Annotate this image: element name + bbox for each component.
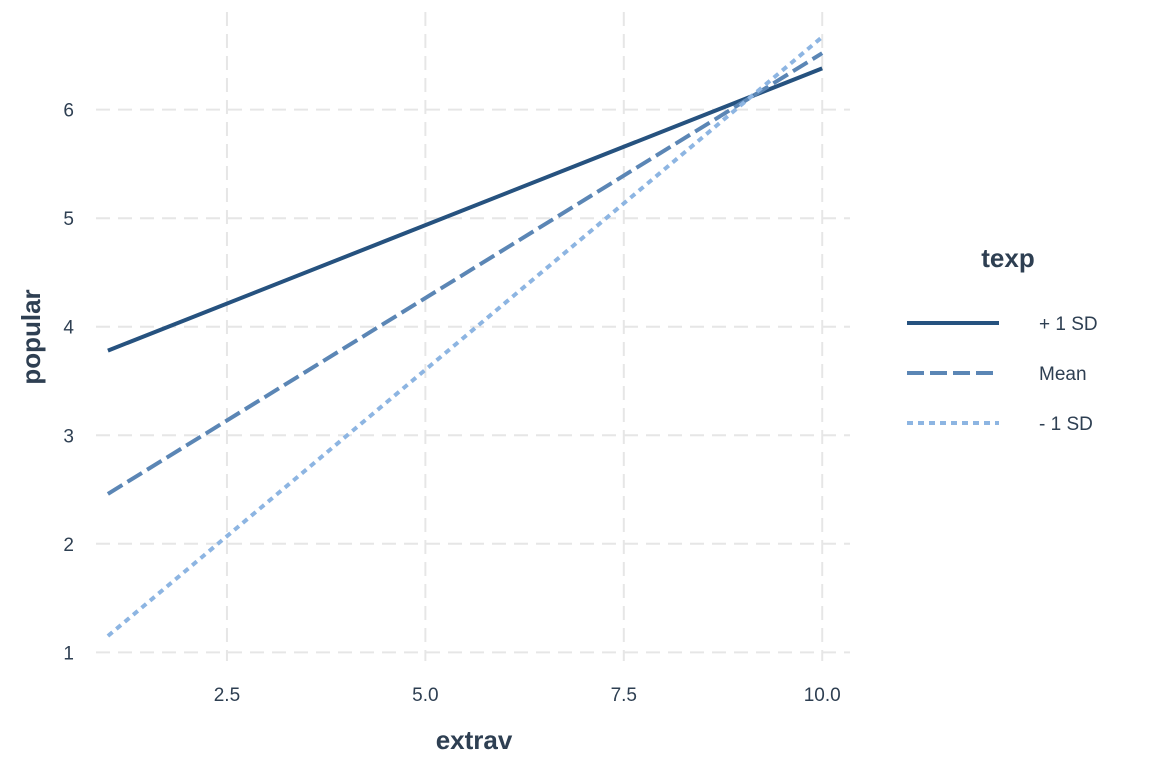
series-line-3 (106, 35, 824, 638)
y-tick-label: 5 (63, 209, 74, 230)
x-tick-label: 5.0 (412, 685, 438, 706)
legend-items: + 1 SD Mean - 1 SD (907, 314, 1098, 435)
grid (96, 12, 850, 661)
tick-labels: 1 2 3 4 5 6 2.5 5.0 7.5 10.0 (63, 101, 840, 706)
legend-label-3: - 1 SD (1039, 414, 1093, 435)
legend: texp + 1 SD Mean - 1 SD (907, 243, 1098, 435)
x-tick-label: 10.0 (804, 685, 841, 706)
x-axis-title: extrav (436, 725, 513, 755)
y-axis-title: popular (16, 289, 46, 384)
x-tick-label: 2.5 (214, 685, 240, 706)
legend-title: texp (981, 243, 1034, 273)
series-line-1 (107, 66, 823, 353)
y-tick-label: 1 (63, 643, 74, 664)
plot-lines (106, 35, 824, 638)
y-tick-label: 2 (63, 535, 74, 556)
x-tick-label: 7.5 (611, 685, 637, 706)
y-tick-label: 3 (63, 426, 74, 447)
y-tick-label: 4 (63, 318, 74, 339)
legend-label-2: Mean (1039, 364, 1087, 385)
series-line-2 (106, 51, 824, 496)
legend-label-1: + 1 SD (1039, 314, 1098, 335)
y-tick-label: 6 (63, 101, 74, 122)
